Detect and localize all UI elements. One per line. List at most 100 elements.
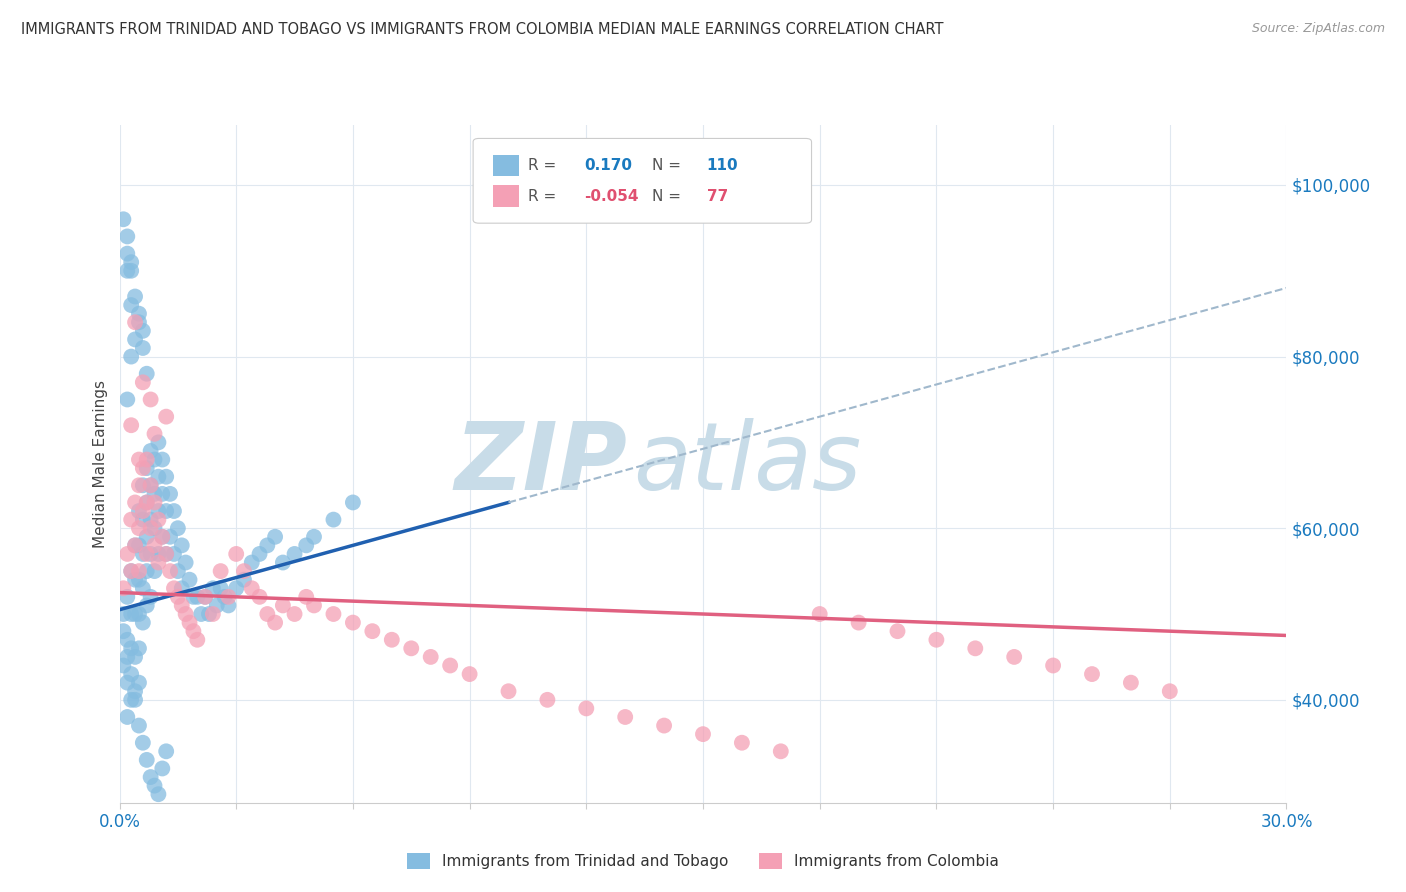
Point (166, 590, 188, 604)
Point (1042, 658, 1064, 673)
Text: -0.054: -0.054 (583, 188, 638, 203)
Point (201, 581, 224, 595)
Point (439, 658, 461, 673)
Text: 110: 110 (706, 158, 738, 173)
Point (143, 452, 166, 467)
Point (271, 599, 294, 613)
Y-axis label: Median Male Earnings: Median Male Earnings (93, 380, 108, 548)
Text: Source: ZipAtlas.com: Source: ZipAtlas.com (1251, 22, 1385, 36)
Point (139, 521, 162, 535)
Point (536, 693, 558, 707)
Point (163, 581, 186, 595)
Point (159, 487, 181, 501)
Text: N =: N = (651, 158, 681, 173)
Point (205, 599, 228, 613)
Point (143, 521, 166, 535)
Point (135, 461, 157, 475)
Point (124, 538, 146, 552)
Point (132, 547, 155, 561)
Point (166, 564, 188, 578)
Point (139, 478, 162, 492)
Point (209, 581, 232, 595)
Point (128, 607, 150, 621)
Point (120, 513, 142, 527)
Point (163, 504, 186, 518)
Point (112, 607, 135, 621)
Point (1159, 684, 1181, 698)
Point (143, 779, 166, 793)
Point (124, 607, 146, 621)
Point (148, 556, 170, 570)
Point (139, 513, 162, 527)
Point (174, 556, 197, 570)
Point (170, 599, 193, 613)
Point (117, 246, 139, 260)
Point (614, 710, 637, 724)
Text: 0.170: 0.170 (583, 158, 631, 173)
Point (419, 649, 441, 664)
Point (264, 530, 287, 544)
Text: N =: N = (651, 188, 681, 203)
Point (148, 504, 170, 518)
Point (120, 298, 142, 312)
Point (120, 607, 142, 621)
Point (135, 495, 157, 509)
Point (1081, 667, 1104, 681)
Point (120, 667, 142, 681)
Point (217, 599, 239, 613)
Point (155, 409, 177, 424)
Point (194, 590, 217, 604)
Point (217, 590, 239, 604)
Point (240, 556, 263, 570)
Point (249, 547, 271, 561)
Point (132, 615, 155, 630)
Point (186, 632, 208, 647)
Point (201, 607, 224, 621)
Point (139, 444, 162, 458)
Point (128, 452, 150, 467)
Point (117, 229, 139, 244)
Point (148, 435, 170, 450)
Point (965, 641, 987, 656)
Point (120, 564, 142, 578)
Point (170, 581, 193, 595)
Point (183, 624, 205, 639)
Point (283, 547, 307, 561)
Point (148, 787, 170, 801)
Point (808, 607, 831, 621)
Point (120, 264, 142, 278)
Point (135, 547, 157, 561)
Point (498, 684, 520, 698)
Point (117, 649, 139, 664)
FancyBboxPatch shape (472, 138, 811, 223)
Text: atlas: atlas (633, 418, 862, 509)
Point (155, 504, 177, 518)
Point (925, 632, 948, 647)
Point (117, 264, 139, 278)
Point (124, 684, 146, 698)
Point (148, 513, 170, 527)
Point (135, 599, 157, 613)
Point (302, 599, 325, 613)
Point (128, 315, 150, 329)
Point (1002, 649, 1025, 664)
Point (155, 547, 177, 561)
Point (124, 315, 146, 329)
Point (233, 564, 256, 578)
Point (256, 607, 278, 621)
Point (120, 418, 142, 433)
Point (163, 547, 186, 561)
Point (135, 530, 157, 544)
Point (128, 538, 150, 552)
Point (159, 564, 181, 578)
Point (128, 675, 150, 690)
Point (256, 538, 278, 552)
Point (132, 461, 155, 475)
Point (322, 513, 344, 527)
Point (283, 607, 307, 621)
Point (120, 255, 142, 269)
Point (190, 607, 212, 621)
Point (361, 624, 384, 639)
Point (139, 547, 162, 561)
Point (120, 350, 142, 364)
